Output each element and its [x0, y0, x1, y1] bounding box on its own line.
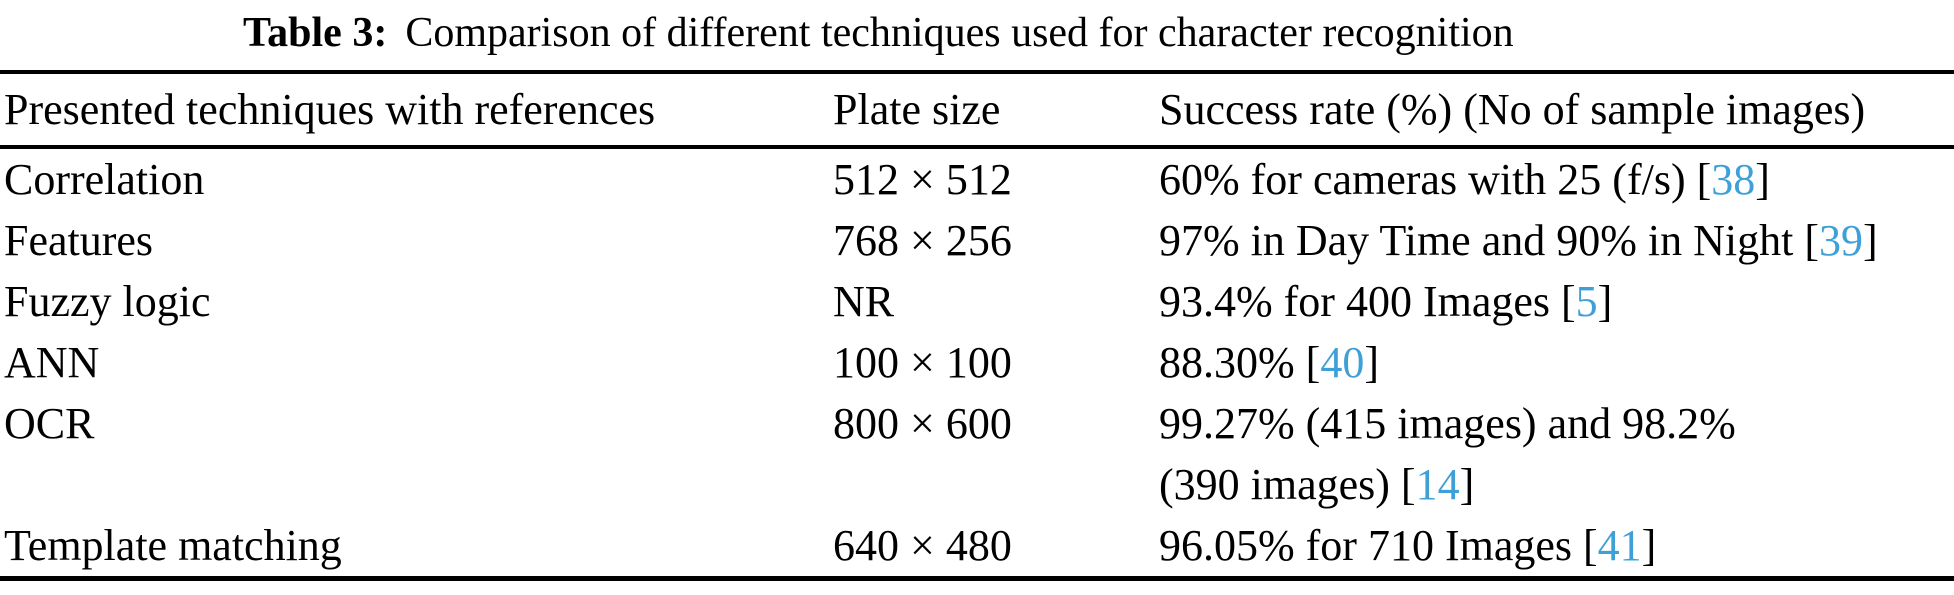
- column-header-plate-size: Plate size: [833, 70, 1159, 149]
- table-header: Presented techniques with references Pla…: [0, 70, 1954, 149]
- citation-link[interactable]: 14: [1415, 460, 1460, 509]
- success-rate-text: 88.30% [: [1159, 338, 1321, 387]
- success-rate-text: 99.27% (415 images) and 98.2% (390 image…: [1159, 399, 1736, 509]
- success-rate-text: ]: [1641, 521, 1657, 570]
- table-row: Fuzzy logic NR 93.4% for 400 Images [5]: [0, 271, 1954, 332]
- technique-cell: Features: [4, 216, 154, 265]
- success-rate-text: ]: [1755, 155, 1770, 204]
- plate-size-cell: 512 × 512: [833, 155, 1012, 204]
- table-caption-text: Comparison of different techniques used …: [405, 10, 1514, 56]
- plate-size-cell: NR: [833, 277, 895, 326]
- table-row: Template matching 640 × 480 96.05% for 7…: [0, 515, 1954, 581]
- success-rate-text: 97% in Day Time and 90% in Night [: [1159, 216, 1819, 265]
- column-header-techniques: Presented techniques with references: [0, 70, 833, 149]
- column-header-success-rate: Success rate (%) (No of sample images): [1159, 70, 1954, 149]
- success-rate-cell: 97% in Day Time and 90% in Night [39]: [1159, 210, 1954, 271]
- technique-cell: Correlation: [4, 155, 205, 204]
- table-row: ANN 100 × 100 88.30% [40]: [0, 332, 1954, 393]
- technique-cell: Template matching: [0, 515, 833, 581]
- plate-size-cell: 768 × 256: [833, 216, 1012, 265]
- table-caption: Table 3: Comparison of different techniqu…: [243, 8, 1954, 58]
- technique-cell: Fuzzy logic: [4, 277, 211, 326]
- success-rate-text: ]: [1459, 460, 1475, 509]
- plate-size-cell: 800 × 600: [833, 399, 1012, 448]
- citation-link[interactable]: 39: [1818, 216, 1863, 265]
- table-body: Correlation 512 × 512 60% for cameras wi…: [0, 147, 1954, 581]
- table-row: OCR 800 × 600 99.27% (415 images) and 98…: [0, 393, 1954, 515]
- technique-cell: OCR: [4, 399, 95, 448]
- table-caption-label: Table 3:: [243, 10, 388, 56]
- citation-link[interactable]: 5: [1575, 277, 1598, 326]
- table-row: Features 768 × 256 97% in Day Time and 9…: [0, 210, 1954, 271]
- citation-link[interactable]: 40: [1320, 338, 1365, 387]
- success-rate-cell: 88.30% [40]: [1159, 332, 1954, 393]
- success-rate-cell: 96.05% for 710 Images [41]: [1159, 515, 1954, 581]
- success-rate-cell: 93.4% for 400 Images [5]: [1159, 271, 1954, 332]
- success-rate-text: ]: [1597, 277, 1613, 326]
- citation-link[interactable]: 38: [1711, 155, 1756, 204]
- success-rate-text: 96.05% for 710 Images [: [1159, 521, 1598, 570]
- plate-size-cell: 640 × 480: [833, 515, 1159, 581]
- plate-size-cell: 100 × 100: [833, 338, 1012, 387]
- paper-table-figure: Table 3: Comparison of different techniqu…: [0, 8, 1954, 595]
- success-rate-text: 93.4% for 400 Images [: [1159, 277, 1576, 326]
- comparison-table: Presented techniques with references Pla…: [0, 70, 1954, 581]
- success-rate-cell: 60% for cameras with 25 (f/s) [38]: [1159, 147, 1954, 210]
- table-header-row: Presented techniques with references Pla…: [0, 70, 1954, 149]
- success-rate-text: ]: [1364, 338, 1379, 387]
- technique-cell: ANN: [4, 338, 100, 387]
- success-rate-text: 60% for cameras with 25 (f/s) [: [1159, 155, 1712, 204]
- table-row: Correlation 512 × 512 60% for cameras wi…: [0, 147, 1954, 210]
- success-rate-cell: 99.27% (415 images) and 98.2% (390 image…: [1159, 393, 1954, 515]
- success-rate-text: ]: [1862, 216, 1878, 265]
- citation-link[interactable]: 41: [1597, 521, 1642, 570]
